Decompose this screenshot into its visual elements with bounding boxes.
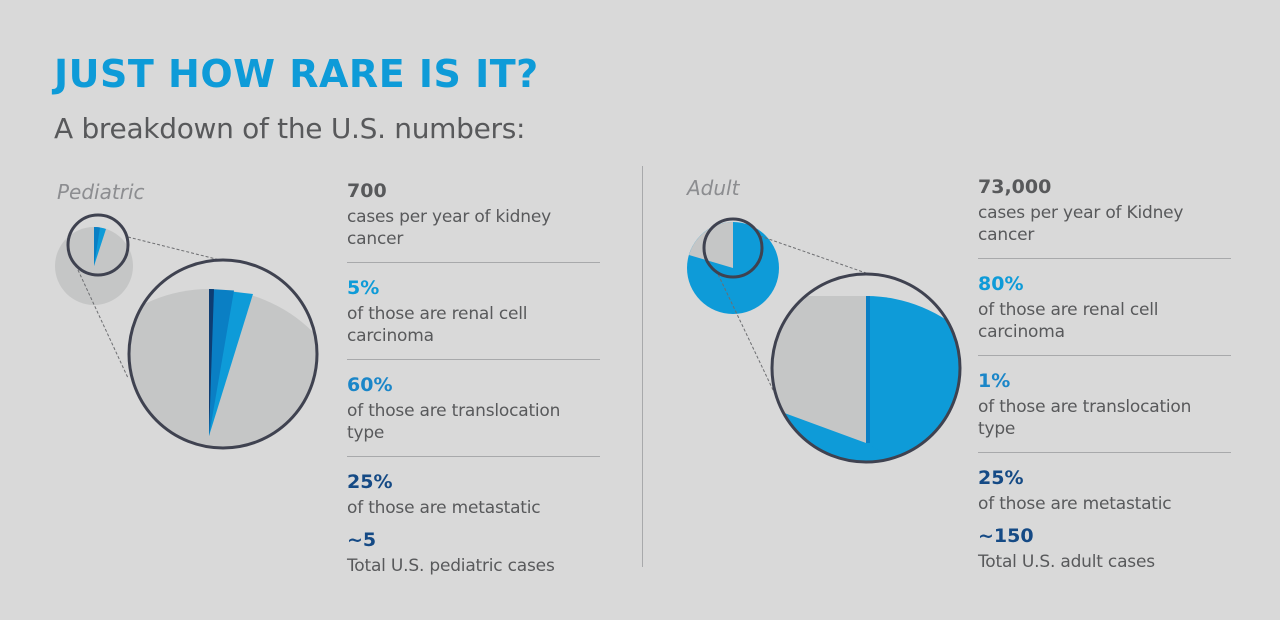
stat-value: 80% <box>978 273 1024 295</box>
adult-stats: 73,000 cases per year of Kidney cancer 8… <box>978 176 1231 573</box>
stat-value: 1% <box>978 370 1011 392</box>
stat-description: cases per year of Kidney cancer <box>978 203 1184 245</box>
stat-description: of those are translocation type <box>347 401 561 443</box>
stat-value: 700 <box>347 180 387 202</box>
adult-magnifier-ring-small <box>702 217 764 279</box>
stat-description: of those are renal cell carcinoma <box>978 300 1159 342</box>
stat-item: 60% of those are translocation type <box>347 374 600 457</box>
stat-item: ~5 Total U.S. pediatric cases <box>347 529 600 577</box>
stat-item: 73,000 cases per year of Kidney cancer <box>978 176 1231 259</box>
stat-description: Total U.S. adult cases <box>978 552 1155 572</box>
stat-item: 5% of those are renal cell carcinoma <box>347 277 600 360</box>
stat-item: 25% of those are metastatic <box>347 471 600 529</box>
pediatric-pie-chart <box>55 213 319 450</box>
stat-description: of those are translocation type <box>978 397 1192 439</box>
pediatric-label: Pediatric <box>57 180 145 204</box>
stat-item: 80% of those are renal cell carcinoma <box>978 273 1231 356</box>
page-title: JUST HOW RARE IS IT? <box>54 52 539 96</box>
stat-item: 25% of those are metastatic <box>978 467 1231 525</box>
page-subtitle: A breakdown of the U.S. numbers: <box>54 112 526 145</box>
stat-item: 1% of those are translocation type <box>978 370 1231 453</box>
stat-description: cases per year of kidney cancer <box>347 207 551 249</box>
zoom-connector-line <box>715 269 775 393</box>
stat-item: 700 cases per year of kidney cancer <box>347 180 600 263</box>
stat-item: ~150 Total U.S. adult cases <box>978 525 1231 573</box>
adult-label: Adult <box>687 176 740 200</box>
pediatric-magnifier-ring-large <box>127 258 319 450</box>
zoom-connector-line <box>759 235 867 274</box>
stat-description: of those are metastatic <box>347 498 541 518</box>
stat-value: 73,000 <box>978 176 1052 198</box>
stat-description: of those are metastatic <box>978 494 1172 514</box>
pediatric-magnifier-ring-small <box>66 213 130 277</box>
adult-magnifier-ring-large <box>770 272 962 464</box>
stat-description: Total U.S. pediatric cases <box>347 556 555 576</box>
stat-value: ~5 <box>347 529 377 551</box>
stat-value: 25% <box>347 471 393 493</box>
stat-value: 5% <box>347 277 380 299</box>
section-divider <box>642 166 643 567</box>
zoom-connector-line <box>127 236 225 262</box>
adult-small-grey-wedge <box>689 222 733 268</box>
stat-value: 60% <box>347 374 393 396</box>
stat-value: 25% <box>978 467 1024 489</box>
stat-value: ~150 <box>978 525 1034 547</box>
stat-description: of those are renal cell carcinoma <box>347 304 528 346</box>
pediatric-stats: 700 cases per year of kidney cancer 5% o… <box>347 180 600 577</box>
